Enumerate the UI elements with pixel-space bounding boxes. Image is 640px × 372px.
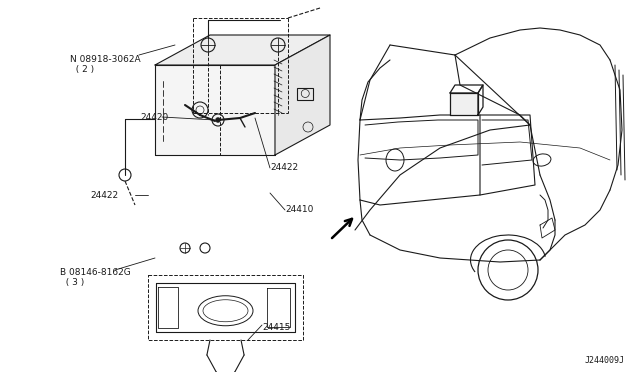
Bar xyxy=(297,87,313,99)
Polygon shape xyxy=(450,93,478,115)
Polygon shape xyxy=(275,35,330,155)
Text: J244009J: J244009J xyxy=(585,356,625,365)
Text: N 08918-3062A
  ( 2 ): N 08918-3062A ( 2 ) xyxy=(70,55,141,74)
Text: 24422: 24422 xyxy=(270,164,298,173)
Text: 24420: 24420 xyxy=(140,112,168,122)
Text: B 08146-8162G
  ( 3 ): B 08146-8162G ( 3 ) xyxy=(60,268,131,288)
Text: 24415: 24415 xyxy=(262,324,291,333)
Text: 24422: 24422 xyxy=(90,190,118,199)
Text: 24410: 24410 xyxy=(285,205,314,215)
Polygon shape xyxy=(155,65,275,155)
Circle shape xyxy=(216,118,221,122)
Polygon shape xyxy=(155,35,330,65)
